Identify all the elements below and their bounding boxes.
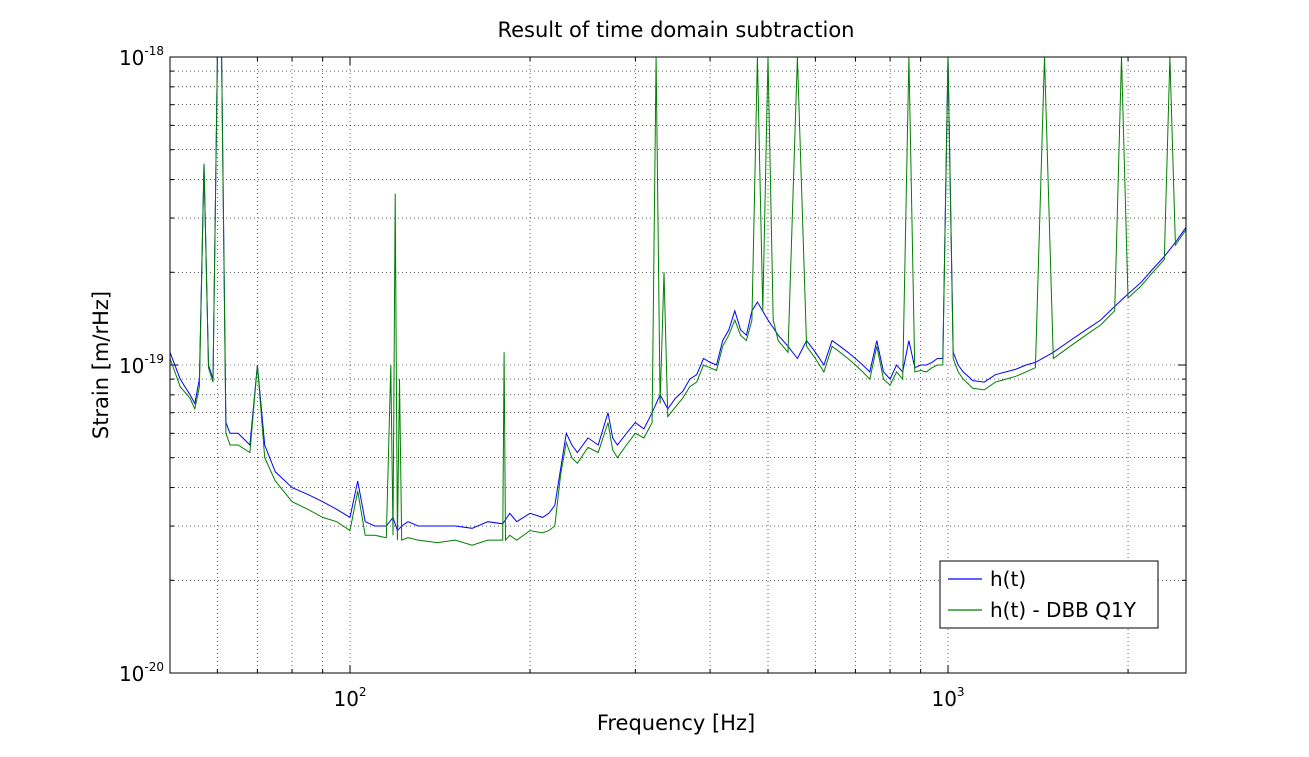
grid <box>170 56 1186 674</box>
y-tick-label: 10-20 <box>119 660 164 686</box>
tick-labels: 102 103 10-18 10-19 10-20 <box>119 44 965 711</box>
legend-label-h-t: h(t) <box>990 567 1026 591</box>
plot-frame <box>169 56 1187 674</box>
series-line-h-t-dbb-q1y <box>169 56 1187 546</box>
y-tick-label: 10-18 <box>119 44 164 70</box>
legend-label-h-t-dbb-q1y: h(t) - DBB Q1Y <box>990 598 1137 622</box>
series-line-h-t <box>169 56 1187 532</box>
y-tick-label: 10-19 <box>119 352 164 378</box>
series-group <box>169 56 1187 546</box>
legend: h(t) h(t) - DBB Q1Y <box>939 560 1159 629</box>
x-axis-label: Frequency [Hz] <box>597 711 755 735</box>
chart-title: Result of time domain subtraction <box>497 18 854 42</box>
y-axis-label: Strain [m/rHz] <box>89 291 113 439</box>
legend-box <box>939 560 1159 629</box>
x-tick-label: 103 <box>931 685 964 711</box>
x-tick-label: 102 <box>333 685 366 711</box>
